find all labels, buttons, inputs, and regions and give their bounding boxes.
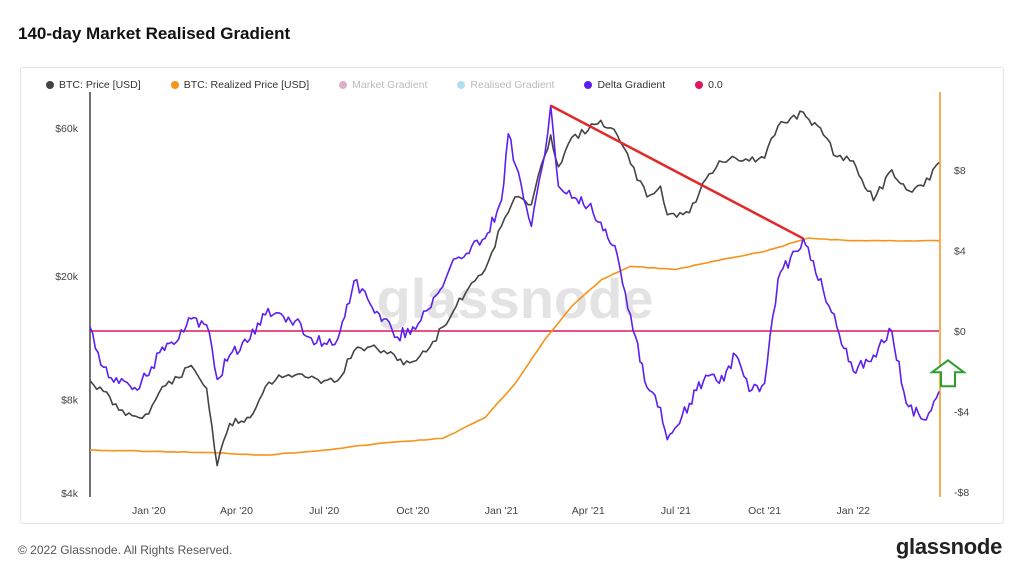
y-right-tick-label: $4	[954, 246, 966, 258]
y-left-tick-label: $60k	[55, 123, 79, 135]
legend-item[interactable]: 0.0	[695, 79, 723, 91]
y-right-tick-label: $8	[954, 165, 966, 177]
x-tick-label: Jan '20	[132, 505, 166, 517]
legend-label: Realised Gradient	[470, 79, 555, 91]
y-right-tick-label: $0	[954, 326, 966, 338]
x-tick-label: Oct '20	[396, 505, 429, 517]
y-right-tick-label: -$4	[954, 407, 969, 419]
legend-item[interactable]: BTC: Price [USD]	[46, 79, 141, 91]
legend: BTC: Price [USD] BTC: Realized Price [USD…	[46, 78, 753, 92]
x-tick-label: Oct '21	[748, 505, 781, 517]
y-left-tick-label: $8k	[61, 395, 79, 407]
legend-label: BTC: Realized Price [USD]	[183, 79, 310, 91]
legend-label: 0.0	[708, 79, 723, 91]
legend-dot-icon	[695, 81, 704, 89]
chart-panel	[20, 67, 1004, 524]
x-tick-label: Apr '20	[220, 505, 253, 517]
legend-dot-icon	[339, 81, 348, 89]
legend-label: Market Gradient	[352, 79, 428, 91]
watermark-text: glassnode	[377, 267, 654, 330]
y-left-tick-label: $4k	[61, 488, 79, 500]
brand-logo[interactable]: glassnode	[895, 534, 1002, 559]
y-right-tick-label: -$8	[954, 487, 969, 499]
x-tick-label: Jan '22	[836, 505, 870, 517]
x-tick-label: Apr '21	[572, 505, 605, 517]
x-tick-label: Jan '21	[485, 505, 519, 517]
x-tick-label: Jul '20	[309, 505, 339, 517]
chart-title: 140-day Market Realised Gradient	[18, 24, 291, 43]
x-tick-label: Jul '21	[661, 505, 691, 517]
y-left-tick-label: $20k	[55, 271, 79, 283]
legend-item[interactable]: Delta Gradient	[584, 79, 665, 91]
legend-dot-icon	[457, 81, 466, 89]
series-line-btc-price	[89, 110, 940, 467]
trendline-annotation	[550, 104, 804, 240]
series-line-realized-price	[90, 237, 940, 456]
legend-item[interactable]: Realised Gradient	[457, 79, 554, 91]
copyright-footer: © 2022 Glassnode. All Rights Reserved.	[18, 543, 233, 557]
legend-item[interactable]: Market Gradient	[339, 79, 427, 91]
legend-dot-icon	[46, 81, 54, 89]
legend-dot-icon	[170, 81, 179, 89]
legend-item[interactable]: BTC: Realized Price [USD]	[170, 79, 310, 91]
legend-dot-icon	[584, 81, 593, 89]
up-arrow-icon	[929, 359, 967, 388]
series-line-delta-gradient	[89, 104, 940, 441]
legend-label: Delta Gradient	[597, 79, 666, 91]
legend-label: BTC: Price [USD]	[59, 79, 141, 91]
